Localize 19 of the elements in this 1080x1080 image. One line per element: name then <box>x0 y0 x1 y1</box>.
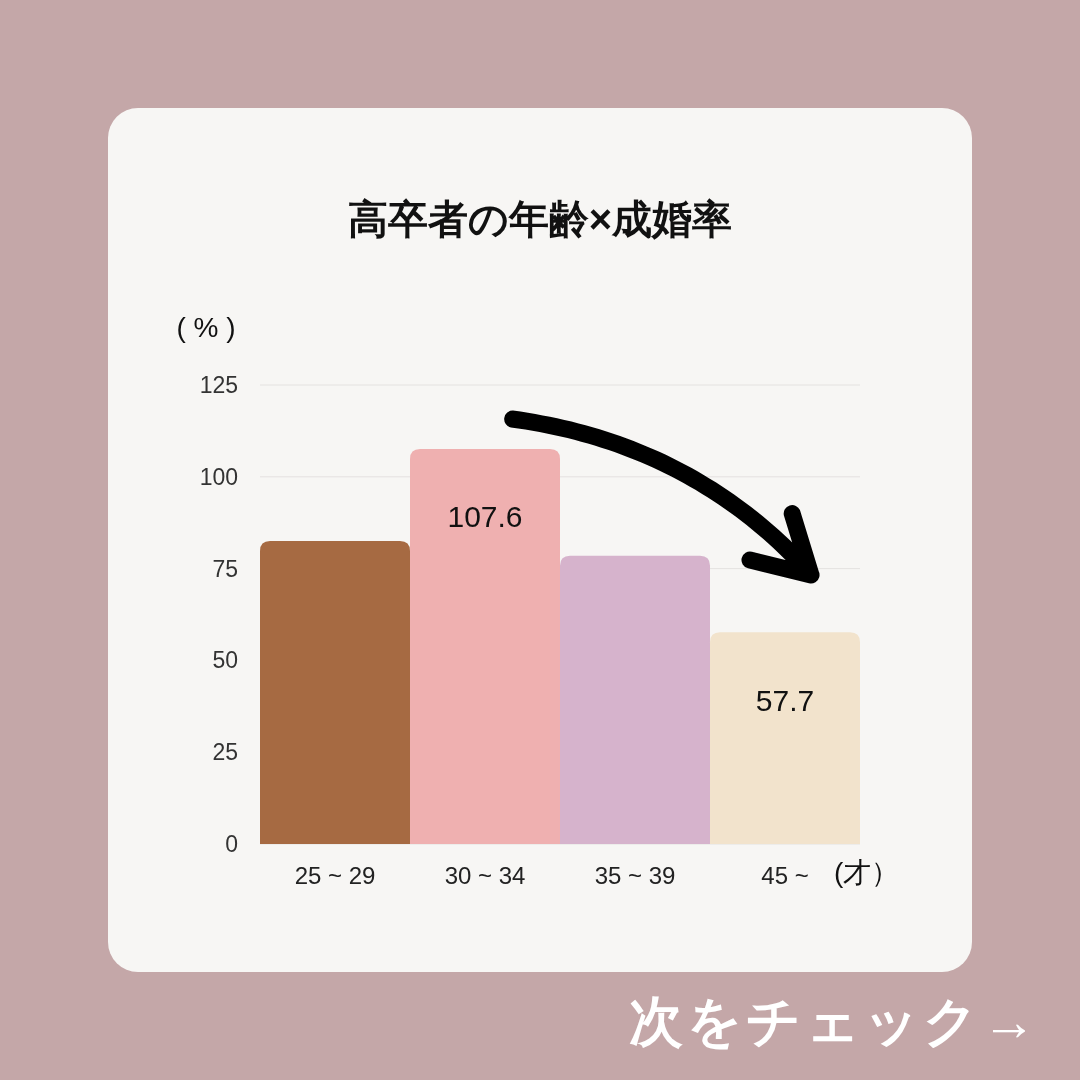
x-tick-label: 30 ~ 34 <box>444 861 526 889</box>
y-tick-label: 75 <box>212 555 238 582</box>
y-tick-label: 0 <box>225 831 238 857</box>
y-tick-label: 25 <box>212 739 238 766</box>
chart-title: 高卒者の年齢×成婚率 <box>347 197 733 241</box>
x-axis-title: (才） <box>834 856 900 888</box>
y-tick-label: 50 <box>212 647 238 674</box>
x-tick-label: 45 ~ <box>761 861 809 889</box>
bar <box>260 541 410 844</box>
y-tick-label: 100 <box>199 463 238 490</box>
text: 次をチェック→ <box>629 991 1040 1051</box>
data-label: 57.7 <box>755 683 815 717</box>
data-label: 107.6 <box>447 500 523 534</box>
x-tick-label: 25 ~ 29 <box>294 861 376 889</box>
bar <box>410 448 560 844</box>
y-tick-label: 125 <box>199 372 238 398</box>
bar <box>710 632 860 844</box>
y-axis-title: ( % ) <box>176 312 236 343</box>
x-tick-label: 35 ~ 39 <box>594 861 676 889</box>
